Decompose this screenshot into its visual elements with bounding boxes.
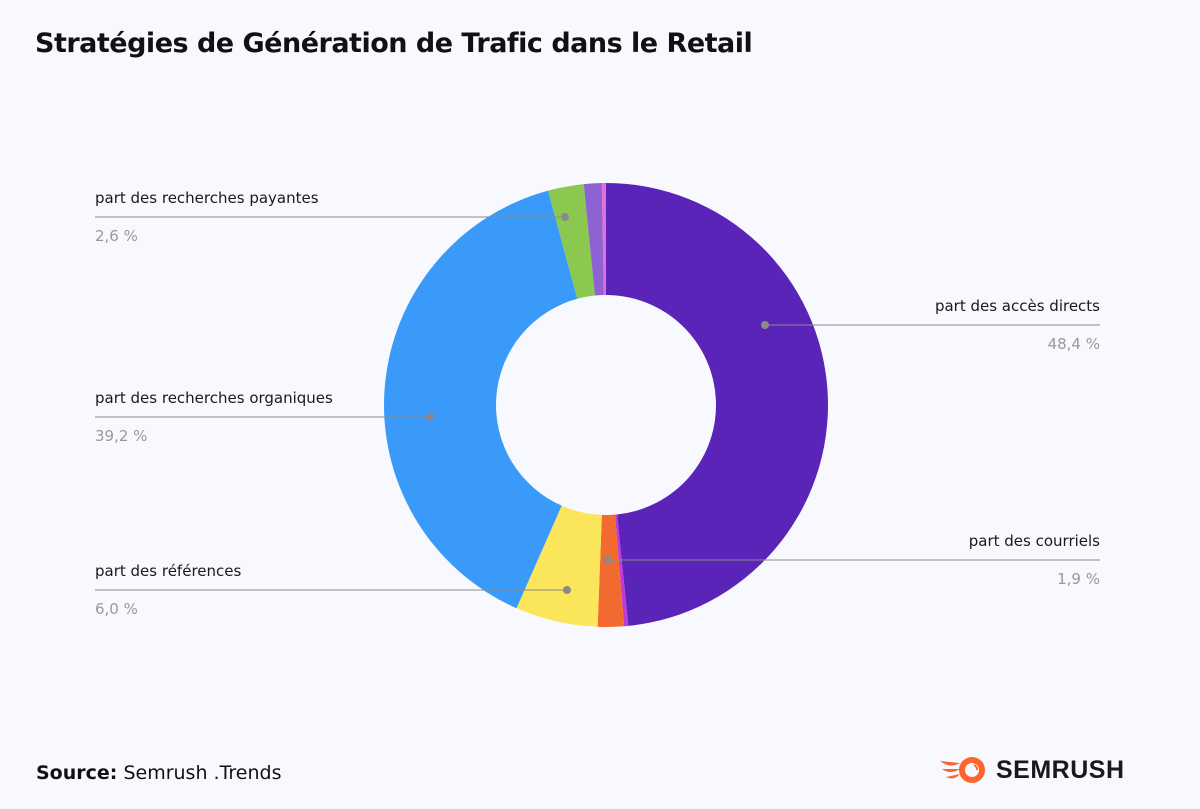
source-value: Semrush .Trends <box>123 762 282 784</box>
donut-slice <box>601 183 606 296</box>
leader-dot <box>604 556 612 564</box>
slice-value-label: 6,0 % <box>95 600 138 618</box>
logo-text: SEMRUSH <box>996 755 1125 784</box>
slice-value-label: 39,2 % <box>95 427 148 445</box>
source-label: Source: <box>36 762 118 784</box>
chart-title: Stratégies de Génération de Trafic dans … <box>35 28 753 59</box>
donut-slice-part-des-accès-directs <box>606 183 829 626</box>
semrush-fireball-icon <box>940 757 985 783</box>
leader-dot <box>761 321 769 329</box>
donut-slice <box>614 514 629 627</box>
donut-slice-part-des-courriels <box>597 514 625 627</box>
leader-dot <box>426 413 434 421</box>
donut-slice-part-des-recherches-organiques <box>384 190 578 609</box>
slice-value-label: 2,6 % <box>95 227 138 245</box>
slice-value-label: 48,4 % <box>1047 335 1100 353</box>
slice-label: part des courriels <box>968 532 1100 550</box>
slice-label: part des recherches payantes <box>95 189 319 207</box>
slice-label: part des références <box>95 562 242 580</box>
slice-label: part des recherches organiques <box>95 389 333 407</box>
donut-slice-part-des-références <box>516 505 602 627</box>
donut-slice <box>583 183 604 296</box>
donut-slice-part-des-recherches-payantes <box>548 184 595 299</box>
source-note: Source: Semrush .Trends <box>36 762 281 784</box>
leader-dot <box>563 586 571 594</box>
semrush-logo: SEMRUSH <box>938 755 1125 785</box>
leader-dot <box>561 213 569 221</box>
slice-value-label: 1,9 % <box>1057 570 1100 588</box>
slice-label: part des accès directs <box>934 297 1100 315</box>
